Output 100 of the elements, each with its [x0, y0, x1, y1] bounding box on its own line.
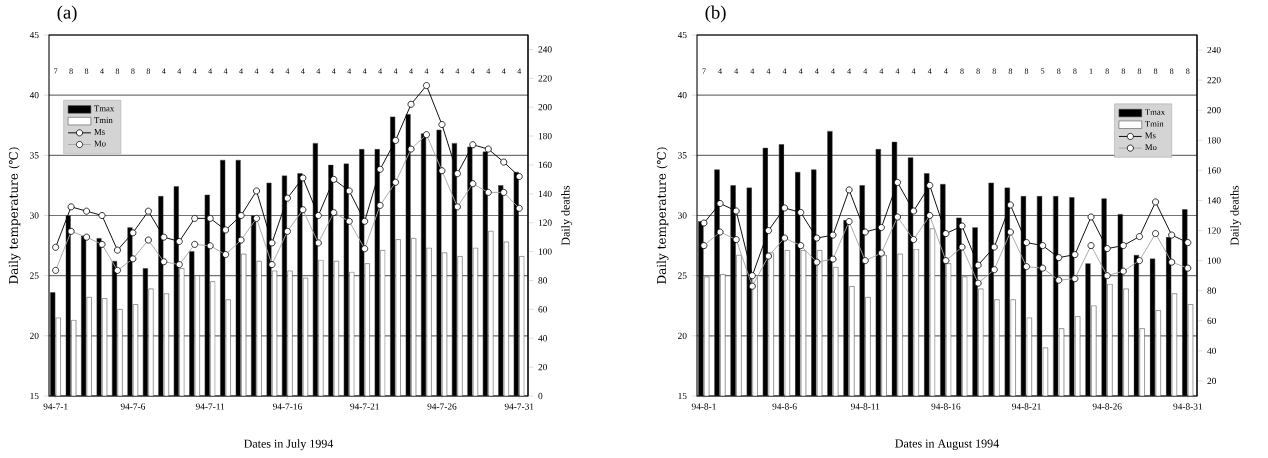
point: [453, 170, 461, 178]
annotation: 4: [911, 68, 916, 74]
y2-tick-label: 200: [538, 104, 552, 111]
legend-label: Tmax: [1145, 109, 1165, 115]
point: [407, 100, 415, 108]
annotation: 4: [798, 68, 803, 74]
y2-tick-label: 20: [538, 363, 548, 371]
legend-label: Mo: [94, 140, 106, 147]
annotation: 4: [362, 68, 367, 74]
point: [191, 214, 199, 222]
y-tick-label: 35: [678, 152, 687, 159]
annotation: 4: [393, 68, 398, 74]
y2-tick-label: 200: [1207, 107, 1221, 114]
annotation: 4: [766, 68, 771, 74]
point: [175, 238, 183, 245]
annotation: 8: [131, 68, 135, 74]
annotation: 8: [115, 68, 120, 74]
y2-axis-title: Daily deaths: [561, 185, 573, 246]
point: [1055, 254, 1063, 262]
y2-tick-label: 140: [1207, 197, 1221, 204]
annotation: 8: [1008, 68, 1013, 74]
annotation: 8: [976, 68, 980, 74]
annotation: 4: [378, 68, 383, 74]
annotation: 4: [718, 68, 722, 74]
annotation: 4: [501, 68, 506, 74]
annotation: 5: [1041, 68, 1045, 74]
annotation: 4: [944, 68, 948, 74]
annotation: 4: [208, 68, 213, 74]
annotation: 4: [301, 68, 305, 74]
x-tick-label: 94-8-1: [691, 403, 716, 410]
point: [974, 261, 982, 269]
x-axis-title: Dates in July 1994: [244, 439, 334, 451]
y-tick-label: 20: [30, 332, 39, 339]
point: [83, 207, 91, 215]
point: [910, 207, 918, 215]
annotation: 4: [177, 68, 182, 74]
y2-tick-label: 100: [1207, 257, 1221, 264]
annotation: 8: [1024, 68, 1029, 74]
y2-tick-label: 160: [1207, 167, 1221, 174]
point: [283, 194, 291, 202]
y2-tick-label: 180: [538, 132, 552, 140]
point: [813, 234, 821, 242]
point: [894, 178, 901, 186]
y-tick-label: 20: [678, 332, 687, 339]
annotation: 8: [1137, 68, 1142, 74]
point: [113, 246, 121, 254]
point: [958, 222, 966, 230]
y2-tick-label: 220: [1207, 76, 1221, 84]
point: [392, 136, 400, 144]
y2-tick-label: 40: [1207, 347, 1217, 355]
y2-tick-label: 40: [538, 335, 548, 342]
point: [1119, 242, 1127, 250]
x-tick-label: 94-8-6: [772, 403, 797, 410]
point: [67, 203, 75, 211]
point: [500, 158, 508, 166]
point: [1006, 201, 1014, 209]
annotation: 4: [285, 68, 290, 74]
point: [748, 272, 756, 280]
annotation: 4: [409, 68, 413, 74]
point: [52, 243, 60, 251]
point: [926, 181, 934, 189]
y-tick-label: 15: [30, 392, 39, 400]
y2-tick-label: 0: [538, 392, 543, 400]
annotation: 4: [192, 68, 197, 74]
annotation: 8: [1105, 68, 1109, 74]
annotation: 4: [455, 68, 460, 74]
annotation: 4: [440, 68, 444, 74]
point: [484, 145, 492, 153]
annotation: 4: [254, 68, 259, 74]
y2-axis-title: Daily deaths: [1230, 185, 1242, 246]
annotation: 4: [100, 68, 104, 74]
point: [330, 175, 338, 183]
annotation: 8: [960, 68, 964, 74]
annotation: 4: [734, 68, 739, 74]
x-tick-label: 94-7-11: [195, 403, 225, 410]
annotation: 4: [270, 68, 274, 74]
point: [129, 229, 137, 237]
y-tick-label: 45: [29, 31, 39, 39]
point: [1103, 245, 1111, 253]
annotation: 4: [517, 68, 522, 74]
point: [764, 227, 772, 235]
x-tick-label: 94-8-31: [1173, 403, 1203, 410]
annotation: 8: [1153, 68, 1158, 74]
y2-tick-label: 120: [1207, 227, 1221, 234]
point: [160, 233, 168, 241]
point: [361, 217, 369, 225]
point: [469, 141, 477, 149]
y-tick-label: 15: [678, 392, 687, 400]
annotation: 4: [927, 68, 932, 74]
point: [1087, 213, 1095, 221]
annotation: 8: [1186, 68, 1190, 74]
point: [829, 231, 837, 239]
point: [990, 243, 998, 251]
point: [1184, 239, 1192, 247]
y-tick-label: 30: [30, 212, 39, 219]
annotation: 4: [486, 68, 491, 74]
x-tick-label: 94-7-21: [350, 403, 379, 410]
point: [314, 212, 322, 219]
point: [861, 228, 869, 236]
point: [1152, 198, 1160, 206]
